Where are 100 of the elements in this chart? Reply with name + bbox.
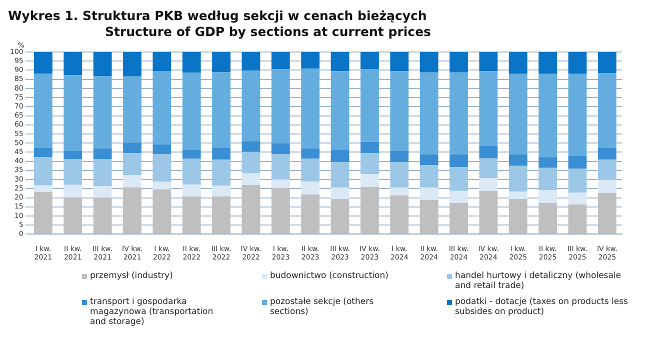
bar (64, 158, 82, 185)
bar (450, 167, 468, 191)
bar (242, 185, 260, 234)
bar (64, 150, 82, 159)
bar (212, 196, 230, 234)
bar (212, 160, 230, 186)
bar (568, 74, 587, 156)
bar (360, 174, 379, 188)
bar (93, 158, 112, 186)
bar (420, 165, 438, 188)
bar (93, 52, 112, 76)
legend-label: podatki - dotacje (taxes on products less subsides on product) (455, 297, 629, 317)
bar (152, 182, 172, 190)
bar (450, 154, 468, 168)
bar (212, 52, 230, 72)
bar (508, 154, 528, 166)
legend-label: transport i gospodarka magazynowa (transportation and storage) (90, 297, 214, 327)
bar (93, 198, 112, 234)
bar (568, 168, 587, 192)
chart-subtitle: Structure of GDP by sections at current prices (104, 24, 432, 40)
bar (568, 52, 587, 74)
bar (330, 150, 350, 162)
bar (330, 199, 350, 234)
bar (598, 180, 616, 193)
bar (538, 52, 557, 74)
bar (271, 180, 290, 188)
bar (123, 153, 142, 175)
bar (538, 190, 557, 204)
bar (64, 52, 82, 76)
bar (182, 72, 201, 150)
bar (538, 74, 557, 158)
bar (360, 153, 379, 174)
chart-title: Wykres 1. Struktura PKB według sekcji w cenach bieżących (8, 8, 428, 24)
legend-label: przemysł (industry) (90, 271, 174, 281)
bar (360, 68, 379, 142)
bar (301, 68, 320, 148)
bar (271, 154, 290, 180)
bar (34, 185, 52, 192)
bar (538, 168, 557, 190)
bar (212, 186, 230, 196)
bar (598, 160, 616, 180)
bar (390, 71, 409, 151)
bar (64, 184, 82, 198)
bar (538, 203, 557, 234)
bar (508, 166, 528, 192)
bar (479, 71, 498, 146)
bar (152, 189, 172, 234)
bar (508, 192, 528, 200)
bar (450, 203, 468, 234)
bar (34, 192, 52, 234)
bar (479, 158, 498, 178)
bar (598, 148, 616, 160)
bar (212, 148, 230, 160)
bar (182, 184, 201, 196)
bar (93, 148, 112, 159)
bar (330, 162, 350, 188)
bar (182, 52, 201, 73)
bar (152, 70, 172, 144)
bar (123, 52, 142, 76)
bar (568, 192, 587, 204)
bar (93, 186, 112, 198)
bar (242, 152, 260, 174)
bar (420, 188, 438, 200)
bar (330, 188, 350, 200)
bar (34, 52, 52, 74)
bar (568, 204, 587, 234)
bar (271, 143, 290, 154)
bar (301, 52, 320, 69)
bar (360, 142, 379, 154)
bar (360, 52, 379, 69)
bar (34, 148, 52, 158)
bar (123, 187, 142, 234)
bar (479, 52, 498, 72)
bar (242, 141, 260, 152)
bar (242, 70, 260, 142)
bar (301, 194, 320, 234)
bar (479, 178, 498, 191)
bar (390, 150, 409, 162)
bar (598, 52, 616, 74)
bar (301, 148, 320, 159)
bar (212, 72, 230, 148)
bar (182, 158, 201, 184)
legend-label: pozostałe sekcje (others sections) (270, 297, 375, 317)
bar (271, 52, 290, 70)
bar (301, 158, 320, 182)
bar (182, 196, 201, 234)
bar (420, 154, 438, 166)
bar (598, 73, 616, 148)
bar (568, 156, 587, 169)
bar (390, 162, 409, 188)
bar (123, 76, 142, 143)
bar (420, 200, 438, 234)
bar (64, 75, 82, 151)
bar (123, 142, 142, 154)
bar (450, 52, 468, 72)
bar (93, 76, 112, 148)
bar (420, 72, 438, 154)
bar (152, 52, 172, 71)
legend-label: budownictwo (construction) (270, 271, 390, 281)
bar (152, 154, 172, 182)
